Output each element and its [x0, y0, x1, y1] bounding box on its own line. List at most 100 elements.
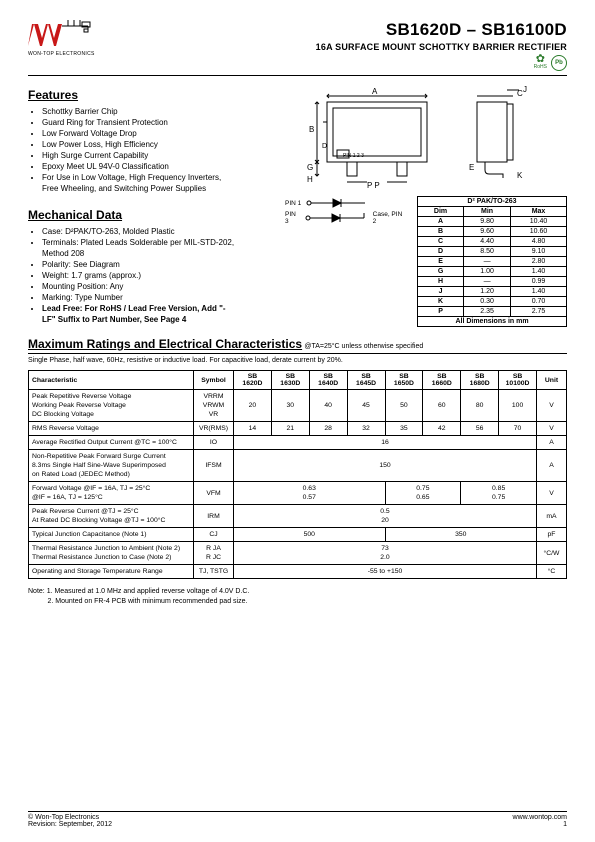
pin3-label: PIN 3	[285, 211, 300, 225]
svg-text:K: K	[517, 171, 523, 180]
table-row: Thermal Resistance Junction to Ambient (…	[29, 542, 567, 565]
features-title: Features	[28, 88, 235, 102]
table-notes: Note: 1. Measured at 1.0 MHz and applied…	[28, 587, 567, 607]
header-rule	[28, 75, 567, 76]
upper-content: Features Schottky Barrier Chip Guard Rin…	[28, 82, 567, 327]
cell-symbol: IRM	[194, 505, 234, 528]
cell-unit: A	[537, 450, 567, 482]
cell-value: 14	[234, 422, 272, 436]
cell-value: 42	[423, 422, 461, 436]
dim-row: E—2.80	[418, 257, 567, 267]
max-ratings-header: Maximum Ratings and Electrical Character…	[28, 337, 567, 351]
company-name: WON-TOP ELECTRONICS	[28, 51, 95, 57]
col-part: SB 1620D	[234, 371, 272, 390]
svg-text:PIN 1 2 3: PIN 1 2 3	[343, 153, 364, 159]
dim-col-min: Min	[464, 207, 511, 217]
footer-left: © Won-Top Electronics Revision: Septembe…	[28, 814, 112, 828]
rohs-icon: ✿ RoHS	[534, 55, 547, 71]
footer-page: 1	[513, 821, 567, 828]
cell-symbol: VRRMVRWMVR	[194, 390, 234, 422]
feature-item: High Surge Current Capability	[42, 150, 235, 161]
col-unit: Unit	[537, 371, 567, 390]
feature-item: Epoxy Meet UL 94V-0 Classification	[42, 161, 235, 172]
dim-table-footer: All Dimensions in mm	[418, 317, 567, 327]
cell-value: 80	[461, 390, 499, 422]
footer-revision: Revision: September, 2012	[28, 821, 112, 828]
cell-symbol: VR(RMS)	[194, 422, 234, 436]
mechanical-item: Weight: 1.7 grams (approx.)	[42, 270, 235, 281]
table-row: Non-Repetitive Peak Forward Surge Curren…	[29, 450, 567, 482]
diode-symbol-icon	[304, 213, 369, 223]
max-ratings-title: Maximum Ratings and Electrical Character…	[28, 337, 302, 351]
svg-text:P P: P P	[367, 181, 380, 190]
product-subtitle: 16A SURFACE MOUNT SCHOTTKY BARRIER RECTI…	[316, 42, 567, 52]
cell-value: 0.850.75	[461, 482, 537, 505]
cell-value: 21	[271, 422, 309, 436]
cell-value: 732.0	[234, 542, 537, 565]
cell-value: 0.520	[234, 505, 537, 528]
cell-characteristic: Typical Junction Capacitance (Note 1)	[29, 528, 194, 542]
col-part: SB 1630D	[271, 371, 309, 390]
max-ratings-note: Single Phase, half wave, 60Hz, resistive…	[28, 357, 567, 364]
dim-row: A9.8010.40	[418, 217, 567, 227]
col-part: SB 1680D	[461, 371, 499, 390]
cell-value: 60	[423, 390, 461, 422]
col-part: SB 1650D	[385, 371, 423, 390]
cell-value: 150	[234, 450, 537, 482]
footer-copyright: © Won-Top Electronics	[28, 814, 112, 821]
cell-unit: A	[537, 436, 567, 450]
dim-table-header: D² PAK/TO-263	[418, 197, 567, 207]
table-row: Peak Repetitive Reverse VoltageWorking P…	[29, 390, 567, 422]
max-ratings-condition: @TA=25°C unless otherwise specified	[304, 343, 423, 350]
dim-row: H—0.99	[418, 277, 567, 287]
dim-row: G1.001.40	[418, 267, 567, 277]
feature-item: Low Power Loss, High Efficiency	[42, 139, 235, 150]
pin-schematic: PIN 1 PIN 3 Case, PIN 2	[285, 198, 405, 225]
svg-text:J: J	[523, 85, 527, 94]
cell-value: 30	[271, 390, 309, 422]
cell-characteristic: Average Rectified Output Current @TC = 1…	[29, 436, 194, 450]
cell-unit: V	[537, 482, 567, 505]
cell-value: 16	[234, 436, 537, 450]
cell-value: 70	[499, 422, 537, 436]
mechanical-item: Mounting Position: Any	[42, 281, 235, 292]
cell-value: 35	[385, 422, 423, 436]
cell-symbol: VFM	[194, 482, 234, 505]
cell-value: 100	[499, 390, 537, 422]
cell-value: 0.630.57	[234, 482, 386, 505]
cell-symbol: IFSM	[194, 450, 234, 482]
cell-value: 40	[309, 390, 347, 422]
cell-characteristic: Peak Reverse Current @TJ = 25°CAt Rated …	[29, 505, 194, 528]
table-row: Operating and Storage Temperature RangeT…	[29, 565, 567, 579]
part-number-range: SB1620D – SB16100D	[316, 20, 567, 40]
features-list: Schottky Barrier Chip Guard Ring for Tra…	[28, 106, 235, 194]
cell-value: 20	[234, 390, 272, 422]
cell-symbol: CJ	[194, 528, 234, 542]
cell-value: 28	[309, 422, 347, 436]
col-part: SB 1640D	[309, 371, 347, 390]
svg-text:H: H	[307, 175, 313, 184]
dim-row: P2.352.75	[418, 307, 567, 317]
cell-symbol: TJ, TSTG	[194, 565, 234, 579]
feature-item: For Use in Low Voltage, High Frequency I…	[42, 172, 235, 194]
cell-value: 350	[385, 528, 537, 542]
mechanical-item: Polarity: See Diagram	[42, 259, 235, 270]
cell-value: 500	[234, 528, 386, 542]
dim-row: K0.300.70	[418, 297, 567, 307]
col-part: SB 1645D	[347, 371, 385, 390]
col-part: SB 10100D	[499, 371, 537, 390]
mechanical-item: Marking: Type Number	[42, 292, 235, 303]
dim-col-dim: Dim	[418, 207, 464, 217]
cell-symbol: IO	[194, 436, 234, 450]
cell-characteristic: Peak Repetitive Reverse VoltageWorking P…	[29, 390, 194, 422]
mechanical-leadfree: Lead Free: For RoHS / Lead Free Version,…	[42, 303, 235, 325]
dim-row: J1.201.40	[418, 287, 567, 297]
case-pin2-label: Case, PIN 2	[373, 211, 405, 225]
note-2: 2. Mounted on FR-4 PCB with minimum reco…	[47, 598, 247, 605]
svg-text:B: B	[309, 125, 314, 134]
cell-value: 56	[461, 422, 499, 436]
page-footer: © Won-Top Electronics Revision: Septembe…	[28, 811, 567, 828]
cell-characteristic: Non-Repetitive Peak Forward Surge Curren…	[29, 450, 194, 482]
col-symbol: Symbol	[194, 371, 234, 390]
cell-symbol: R JAR JC	[194, 542, 234, 565]
